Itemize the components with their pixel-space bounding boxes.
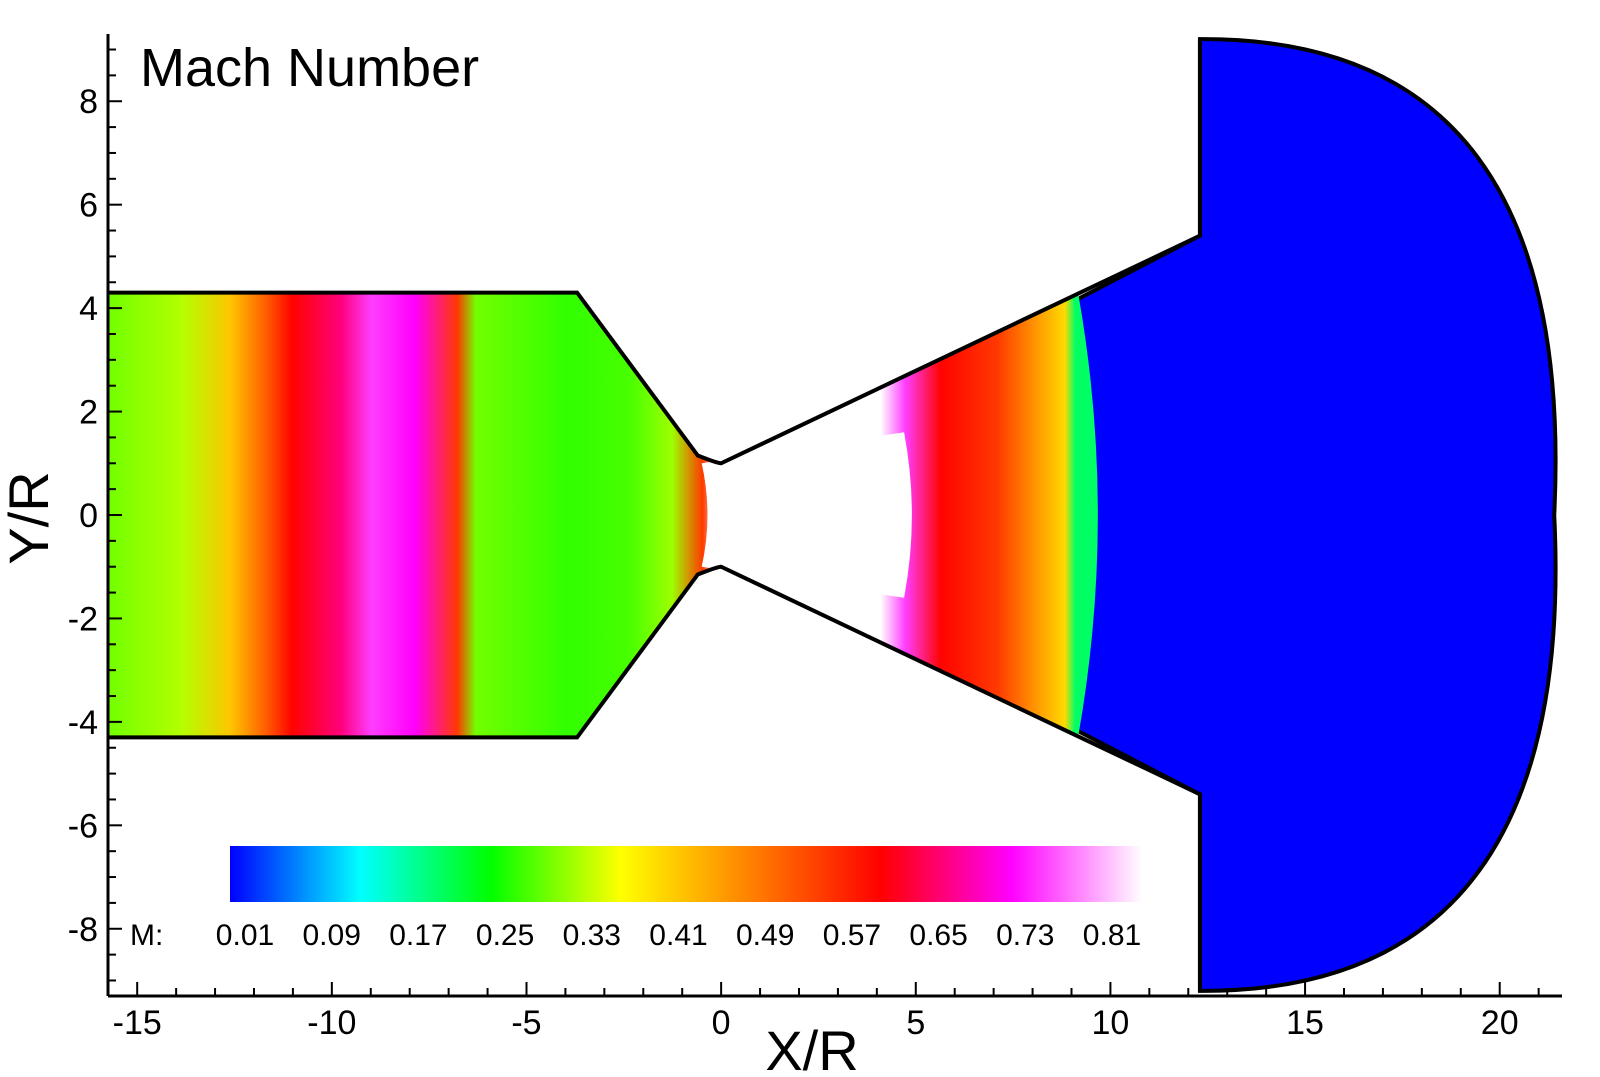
chamber-region (108, 292, 722, 738)
colorbar-level-label: 0.73 (996, 919, 1054, 952)
plot-title: Mach Number (140, 38, 479, 98)
colorbar-variable-label: M: (130, 919, 163, 952)
nozzle-wall-upper (108, 39, 1202, 466)
farfield-region (1073, 37, 1558, 993)
colorbar-level-label: 0.17 (389, 919, 447, 952)
y-tick-label: -8 (68, 911, 98, 949)
y-axis-ticks: 8 6 4 2 0 -2 -4 -6 -8 (68, 48, 122, 982)
x-tick-label: 20 (1481, 1004, 1519, 1042)
y-tick-label: -4 (68, 704, 98, 742)
y-tick-label: -2 (68, 600, 98, 638)
y-tick-label: 4 (79, 290, 98, 328)
x-tick-label: 0 (712, 1004, 731, 1042)
colorbar-level-label: 0.25 (476, 919, 534, 952)
y-tick-label: 6 (79, 187, 98, 225)
nozzle-wall-lower (108, 564, 1202, 991)
y-tick-label: 0 (79, 497, 98, 535)
colorbar-level-label: 0.57 (823, 919, 881, 952)
y-tick-label: 2 (79, 394, 98, 432)
throat-core (701, 432, 912, 598)
x-tick-label: 5 (906, 1004, 925, 1042)
colorbar-level-label: 0.65 (909, 919, 967, 952)
colorbar-level-label: 0.09 (303, 919, 361, 952)
colorbar: M: 0.01 0.09 0.17 0.25 0.33 0.41 0.49 0.57 0.65 0… (130, 846, 1142, 952)
x-axis-title: X/R (765, 1019, 858, 1077)
x-tick-label: 15 (1286, 1004, 1324, 1042)
colorbar-level-label: 0.33 (563, 919, 621, 952)
colorbar-bar (230, 846, 1142, 902)
colorbar-level-label: 0.41 (649, 919, 707, 952)
x-tick-label: 10 (1092, 1004, 1130, 1042)
shock-front (1072, 294, 1098, 736)
x-tick-label: -5 (511, 1004, 541, 1042)
y-tick-label: 8 (79, 83, 98, 121)
colorbar-level-label: 0.49 (736, 919, 794, 952)
x-axis-ticks: -15 -10 -5 0 5 10 15 20 (113, 982, 1540, 1042)
colorbar-level-label: 0.81 (1083, 919, 1141, 952)
y-axis-title: Y/R (0, 471, 60, 564)
colorbar-levels: 0.01 0.09 0.17 0.25 0.33 0.41 0.49 0.57 0.65 0.73… (216, 919, 1141, 952)
x-tick-label: -15 (113, 1004, 162, 1042)
x-tick-label: -10 (307, 1004, 356, 1042)
y-tick-label: -6 (68, 807, 98, 845)
colorbar-level-label: 0.01 (216, 919, 274, 952)
